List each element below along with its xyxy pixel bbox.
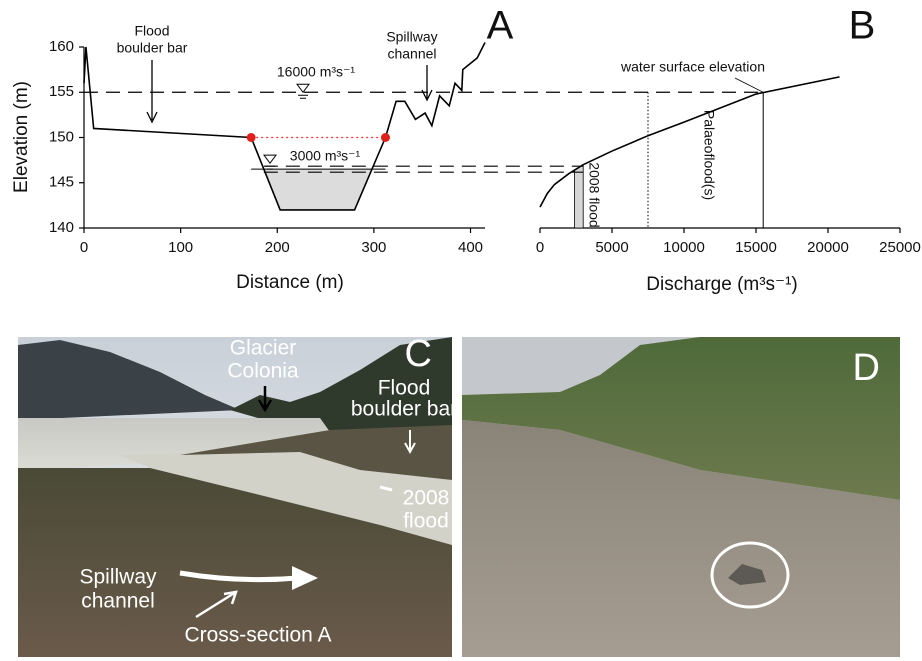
x-tick-label: 5000 — [595, 239, 628, 256]
photo-d: D — [462, 337, 900, 657]
x-tick-label: 15000 — [735, 239, 777, 256]
rating-curve — [539, 76, 840, 208]
x-tick-label: 300 — [361, 239, 386, 256]
photo-annotation: Flood — [378, 377, 431, 400]
water-symbol — [263, 154, 277, 170]
x-tick-label: 200 — [265, 239, 290, 256]
photo-c: C Glacier Colonia Flood boulder bar 2008… — [18, 333, 457, 657]
arrow — [146, 60, 158, 124]
panel-label: A — [487, 4, 514, 48]
annotation: channel — [387, 46, 436, 62]
photo-annotation: flood — [403, 510, 449, 533]
annotation: boulder bar — [117, 40, 188, 56]
y-tick-label: 140 — [49, 219, 74, 236]
x-axis-label: Distance (m) — [236, 272, 344, 293]
marker — [379, 485, 393, 492]
photo-annotation: Colonia — [227, 360, 299, 383]
flood-2008-band — [574, 163, 584, 229]
annotation: 16000 m³s⁻¹ — [277, 64, 356, 80]
x-tick-label: 25000 — [879, 239, 921, 256]
arrow — [257, 386, 273, 413]
x-tick-label: 400 — [458, 239, 483, 256]
annotation: Flood — [134, 23, 169, 39]
photo-annotation: 2008 — [403, 487, 450, 510]
x-tick-label: 10000 — [663, 239, 705, 256]
panel-label: D — [853, 347, 880, 389]
highlight-circle — [710, 541, 790, 609]
annotation: Palaeoflood(s) — [701, 110, 717, 200]
y-tick-label: 155 — [49, 83, 74, 100]
y-tick-label: 150 — [49, 128, 74, 145]
annotation: 2008 flood — [586, 162, 602, 227]
photo-annotation: Cross-section A — [184, 624, 331, 647]
arrow — [179, 570, 299, 583]
leader — [734, 77, 764, 93]
x-tick-label: 0 — [536, 239, 544, 256]
panel-label: B — [849, 4, 876, 48]
photo-annotation: Glacier — [230, 337, 297, 360]
bank-point — [246, 133, 256, 142]
arrow — [404, 430, 416, 455]
photo-annotation: channel — [81, 590, 155, 613]
arrow-head — [292, 566, 318, 590]
annotation: water surface elevation — [620, 59, 765, 75]
annotation: Spillway — [386, 29, 437, 45]
y-tick-label: 145 — [49, 174, 74, 191]
y-tick-label: 160 — [49, 38, 74, 55]
panel-label: C — [405, 333, 432, 375]
water-symbol — [296, 83, 310, 99]
photo-annotation: Spillway — [79, 566, 157, 589]
photo-annotation: boulder bar — [351, 398, 457, 421]
annotation: 3000 m³s⁻¹ — [290, 148, 361, 164]
bank-point — [380, 133, 390, 142]
x-axis-label: Discharge (m³s⁻¹) — [646, 274, 797, 295]
arrow — [421, 65, 433, 102]
water-area — [263, 169, 372, 210]
y-axis-label: Elevation (m) — [11, 81, 32, 193]
x-tick-label: 100 — [168, 239, 193, 256]
x-tick-label: 0 — [80, 239, 88, 256]
arrow — [195, 590, 238, 619]
x-tick-label: 20000 — [807, 239, 849, 256]
